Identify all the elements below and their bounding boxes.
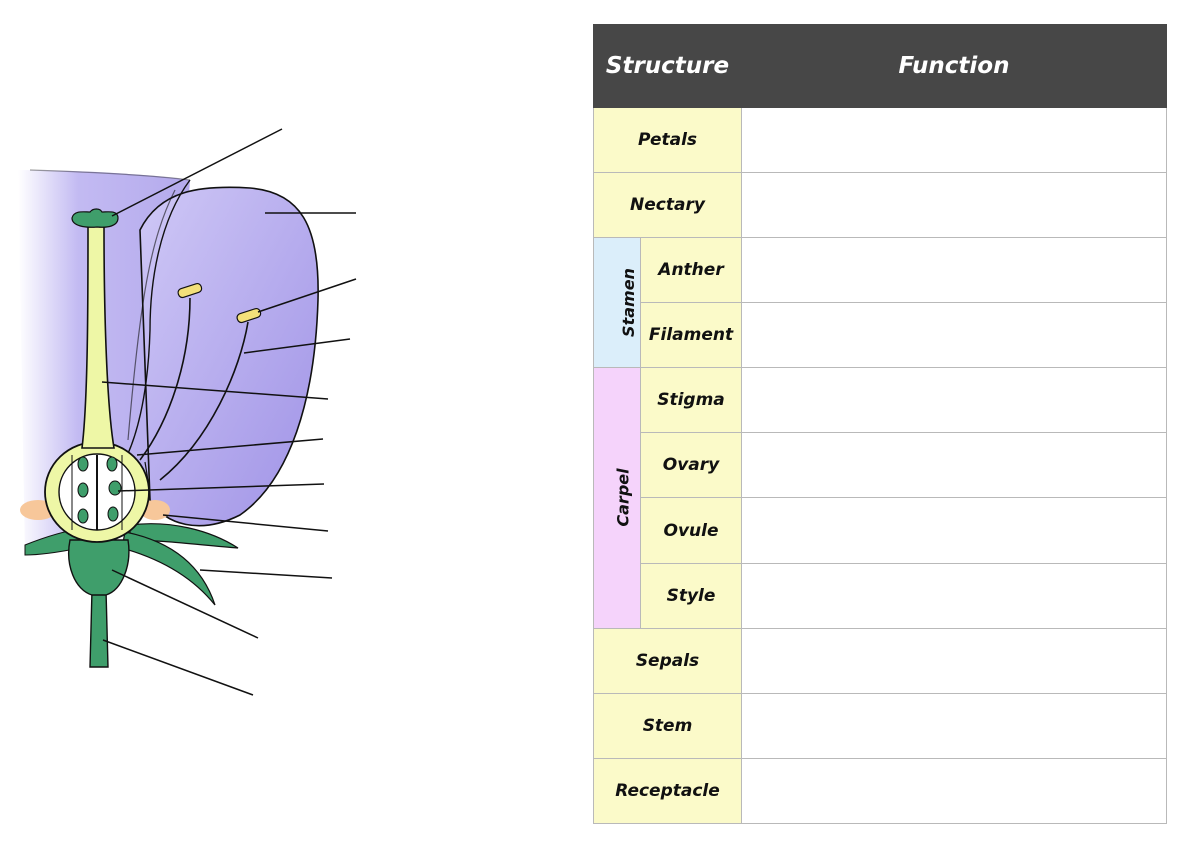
- style: [81, 225, 115, 449]
- ovule: [77, 482, 89, 498]
- structure-cell-stigma: Stigma: [639, 367, 743, 434]
- function-cell-ovary[interactable]: [741, 432, 1167, 499]
- table-row: Carpel Stigma: [593, 367, 1167, 629]
- table-row: Stamen Anther: [593, 237, 1167, 369]
- table-row: Receptacle: [592, 757, 1167, 825]
- function-header: Function: [741, 24, 1167, 108]
- petal-outline: [29, 169, 191, 181]
- leader-line: [136, 438, 324, 456]
- filament: [144, 461, 151, 501]
- function-cell-sepals[interactable]: [741, 627, 1167, 694]
- function-cell-nectary[interactable]: [741, 172, 1167, 239]
- table-row: Stem: [592, 692, 1167, 759]
- table-row: Sepals: [592, 627, 1167, 694]
- table-row: Style: [594, 562, 1167, 629]
- carpel-group-cell: Carpel: [593, 367, 641, 629]
- structure-cell-stem: Stem: [592, 692, 743, 759]
- carpel-group-label: Carpel: [613, 468, 633, 528]
- label-leader-lines: [101, 128, 357, 696]
- receptacle: [68, 539, 130, 596]
- ovule: [77, 456, 89, 472]
- table-row: Ovary: [594, 432, 1167, 499]
- filament: [159, 321, 249, 481]
- petal-vein: [127, 189, 176, 441]
- function-cell-stigma[interactable]: [741, 367, 1167, 434]
- table-row: Petals: [592, 106, 1167, 174]
- flower-diagram: [18, 128, 357, 696]
- structure-cell-ovule: Ovule: [639, 497, 743, 564]
- stamen-group-label: Stamen: [618, 268, 638, 338]
- structure-cell-nectary: Nectary: [592, 172, 743, 239]
- structure-cell-style: Style: [639, 562, 743, 629]
- table-row: Ovule: [594, 497, 1167, 564]
- function-cell-filament[interactable]: [741, 302, 1167, 369]
- front-petal: [139, 186, 319, 527]
- ovule: [77, 508, 89, 524]
- structure-cell-receptacle: Receptacle: [592, 757, 743, 825]
- ovule: [106, 456, 118, 472]
- function-cell-stem[interactable]: [741, 692, 1167, 759]
- ovule: [107, 506, 119, 522]
- structure-cell-sepals: Sepals: [592, 627, 743, 694]
- function-cell-receptacle[interactable]: [741, 757, 1167, 825]
- anther: [177, 282, 203, 299]
- structure-cell-filament: Filament: [639, 302, 743, 369]
- function-cell-style[interactable]: [741, 562, 1167, 629]
- structure-cell-anther: Anther: [639, 237, 743, 304]
- function-cell-anther[interactable]: [741, 237, 1167, 304]
- sepal-right-lower: [121, 531, 216, 606]
- ovule: [108, 480, 122, 496]
- leader-line: [111, 569, 259, 639]
- function-cell-petals[interactable]: [741, 106, 1167, 174]
- table-row: Filament: [594, 302, 1167, 369]
- leader-line: [199, 569, 333, 579]
- stem: [89, 589, 109, 668]
- leader-line: [117, 483, 325, 492]
- stigma: [71, 208, 119, 228]
- structure-header: Structure: [592, 24, 743, 108]
- structure-cell-petals: Petals: [592, 106, 743, 174]
- leader-line: [111, 128, 283, 217]
- structure-function-table: Structure Function Petals Nectary Stamen…: [592, 24, 1167, 825]
- petal-vein: [124, 179, 191, 461]
- leader-line: [101, 381, 329, 400]
- leader-line: [243, 338, 351, 354]
- leader-line: [257, 278, 357, 313]
- table-header-row: Structure Function: [592, 24, 1167, 108]
- leader-line: [162, 514, 329, 532]
- function-cell-ovule[interactable]: [741, 497, 1167, 564]
- structure-cell-ovary: Ovary: [639, 432, 743, 499]
- leader-line: [102, 639, 254, 696]
- table-row: Nectary: [592, 172, 1167, 239]
- stamen-group-cell: Stamen: [593, 237, 641, 369]
